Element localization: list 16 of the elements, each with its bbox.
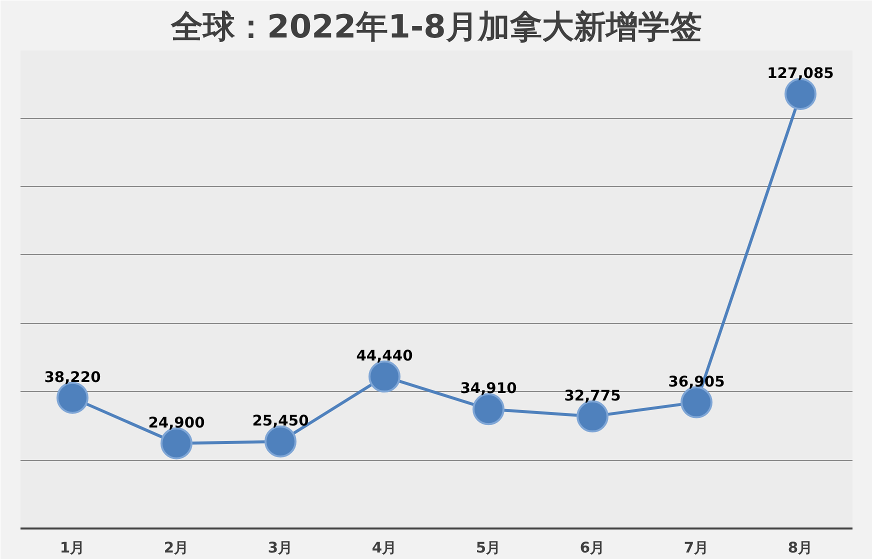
x-tick-label: 3月 xyxy=(268,540,294,556)
data-label: 32,775 xyxy=(564,387,621,404)
data-label: 25,450 xyxy=(252,412,309,430)
data-label: 44,440 xyxy=(356,348,413,365)
chart-title: 全球：2022年1-8月加拿大新增学签 xyxy=(170,8,702,46)
x-tick-label: 6月 xyxy=(580,540,606,556)
data-label: 24,900 xyxy=(148,414,205,432)
x-tick-label: 1月 xyxy=(60,540,86,556)
x-tick-label: 8月 xyxy=(788,540,814,556)
data-label: 34,910 xyxy=(460,380,517,398)
x-tick-label: 2月 xyxy=(164,540,190,556)
data-label: 127,085 xyxy=(767,64,834,82)
x-tick-label: 7月 xyxy=(684,540,710,556)
x-tick-label: 5月 xyxy=(476,540,502,556)
data-label: 38,220 xyxy=(44,368,101,386)
x-tick-label: 4月 xyxy=(372,540,398,556)
